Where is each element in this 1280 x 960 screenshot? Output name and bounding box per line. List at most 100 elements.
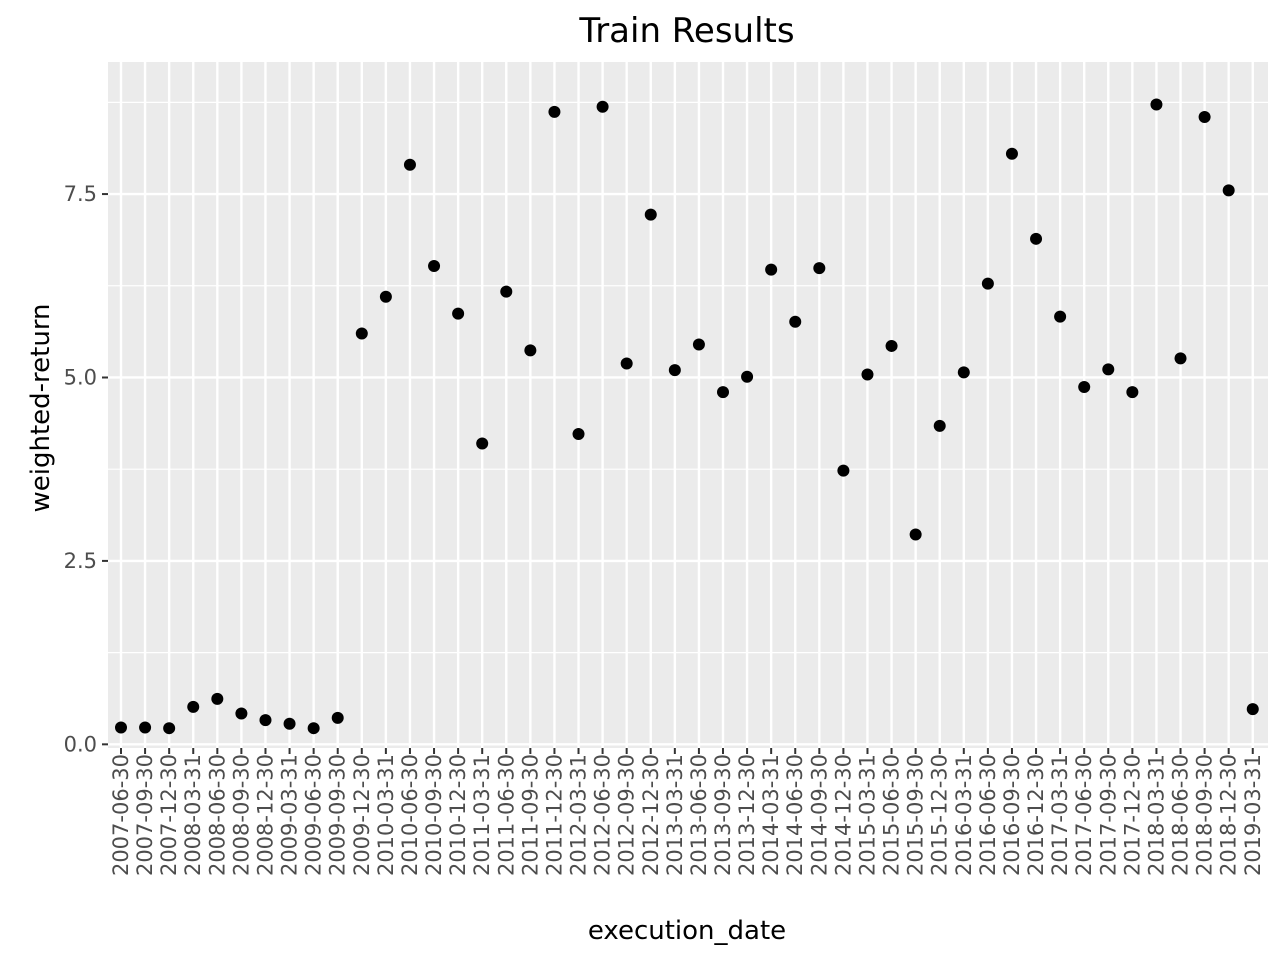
y-tick-label: 5.0 (64, 365, 97, 389)
x-tick-label: 2007-12-30 (157, 754, 181, 876)
data-point (452, 307, 465, 320)
y-tick-label: 7.5 (64, 182, 97, 206)
data-point (933, 419, 946, 432)
minor-gridlines (108, 101, 1268, 654)
data-point (981, 277, 994, 290)
x-tick-label: 2017-03-31 (1048, 754, 1072, 876)
data-point (717, 386, 729, 399)
data-point (139, 721, 152, 734)
data-point (211, 692, 224, 705)
data-point (283, 717, 296, 730)
data-point (813, 262, 826, 275)
data-point (1198, 111, 1211, 124)
x-tick-label: 2018-09-30 (1193, 754, 1217, 876)
x-tick-label: 2015-09-30 (904, 754, 928, 876)
data-point (355, 327, 368, 340)
y-tick-label: 2.5 (64, 549, 97, 573)
data-point (1222, 184, 1235, 197)
data-point (331, 711, 344, 724)
data-point (1174, 352, 1187, 365)
x-tick-label: 2018-12-30 (1217, 754, 1241, 876)
x-tick-label: 2017-06-30 (1072, 754, 1096, 876)
data-point (789, 315, 802, 328)
data-point (379, 290, 392, 303)
x-tick-label: 2016-09-30 (1000, 754, 1024, 876)
x-tick-label: 2013-06-30 (687, 754, 711, 876)
x-tick-label: 2010-03-31 (374, 754, 398, 876)
x-tick-label: 2014-03-31 (759, 754, 783, 876)
x-tick-label: 2009-03-31 (278, 754, 302, 876)
x-tick-label: 2011-12-30 (542, 754, 566, 876)
x-tick-label: 2017-12-30 (1120, 754, 1144, 876)
x-tick-label: 2011-06-30 (494, 754, 518, 876)
x-tick-label: 2015-12-30 (928, 754, 952, 876)
x-tick-label: 2009-06-30 (302, 754, 326, 876)
x-tick-label: 2008-12-30 (253, 754, 277, 876)
x-tick-label: 2009-12-30 (350, 754, 374, 876)
x-tick-label: 2008-03-31 (181, 754, 205, 876)
data-point (885, 339, 898, 352)
data-point (644, 208, 657, 221)
data-points (115, 98, 1259, 735)
x-tick-label: 2016-06-30 (976, 754, 1000, 876)
x-tick-label: 2013-12-30 (735, 754, 759, 876)
data-point (861, 368, 874, 381)
x-tick-label: 2010-06-30 (398, 754, 422, 876)
data-point (668, 364, 681, 377)
data-point (115, 721, 127, 734)
data-point (837, 464, 850, 477)
x-tick-label: 2011-09-30 (518, 754, 542, 876)
x-tick-label: 2012-12-30 (639, 754, 663, 876)
data-point (259, 714, 272, 727)
x-tick-label: 2012-06-30 (591, 754, 615, 876)
x-tick-label: 2008-09-30 (229, 754, 253, 876)
data-point (1030, 232, 1043, 245)
data-point (500, 285, 513, 298)
data-point (1246, 703, 1259, 716)
data-point (909, 528, 922, 541)
x-tick-label: 2015-03-31 (855, 754, 879, 876)
data-point (428, 259, 441, 272)
x-tick-label: 2013-03-31 (663, 754, 687, 876)
x-tick-label: 2007-06-30 (109, 754, 133, 876)
x-tick-label: 2015-06-30 (880, 754, 904, 876)
x-tick-label: 2017-09-30 (1096, 754, 1120, 876)
x-tick-label: 2012-03-31 (567, 754, 591, 876)
data-point (620, 357, 633, 370)
x-tick-label: 2018-03-31 (1144, 754, 1168, 876)
x-tick-label: 2010-09-30 (422, 754, 446, 876)
x-tick-label: 2016-12-30 (1024, 754, 1048, 876)
data-point (548, 105, 561, 118)
data-point (163, 722, 176, 735)
plot-panel (108, 62, 1268, 748)
data-point (476, 437, 489, 450)
data-point (187, 700, 200, 713)
x-tick-label: 2010-12-30 (446, 754, 470, 876)
x-axis-title: execution_date (588, 916, 786, 946)
x-tick-label: 2014-12-30 (831, 754, 855, 876)
data-point (235, 707, 248, 720)
x-tick-label: 2008-06-30 (205, 754, 229, 876)
data-point (307, 722, 320, 735)
data-point (1126, 386, 1139, 399)
x-tick-label: 2016-03-31 (952, 754, 976, 876)
y-axis-ticks: 0.0 2.5 5.0 7.5 (64, 182, 108, 756)
data-point (596, 100, 609, 113)
x-tick-label: 2012-09-30 (615, 754, 639, 876)
x-tick-label: 2007-09-30 (133, 754, 157, 876)
x-tick-label: 2019-03-31 (1241, 754, 1265, 876)
data-point (1054, 310, 1067, 323)
x-axis-ticks: 2007-06-30 2007-09-30 2007-12-30 2008-03-31… (109, 748, 1265, 876)
data-point (1102, 363, 1115, 376)
data-point (741, 370, 754, 383)
x-tick-label: 2013-09-30 (711, 754, 735, 876)
x-tick-label: 2014-06-30 (783, 754, 807, 876)
data-point (765, 263, 778, 276)
data-point (524, 344, 537, 357)
data-point (1078, 381, 1091, 394)
major-gridlines (108, 62, 1268, 748)
x-tick-label: 2009-09-30 (326, 754, 350, 876)
data-point (572, 427, 585, 440)
x-tick-label: 2014-09-30 (807, 754, 831, 876)
